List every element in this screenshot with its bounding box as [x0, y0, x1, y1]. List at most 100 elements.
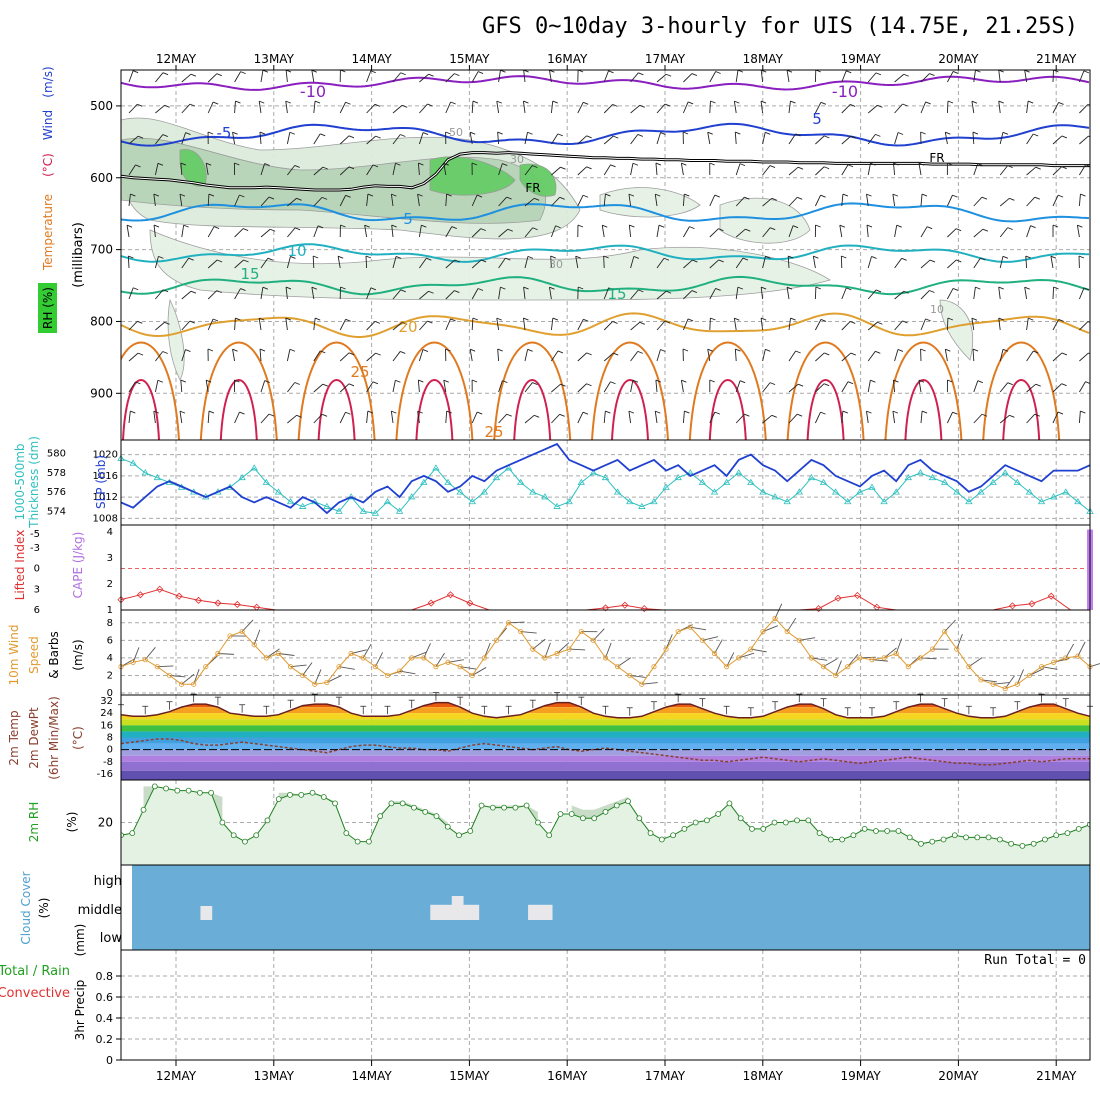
upper-wind-barb	[1000, 166, 1007, 175]
upper-wind-barb-flag	[638, 134, 643, 136]
upper-wind-barb	[842, 136, 851, 144]
upper-wind-barb-flag	[478, 72, 483, 74]
upper-wind-barb-flag	[922, 194, 927, 196]
upper-wind-barb-flag	[715, 195, 720, 197]
contour-25	[299, 343, 375, 441]
upper-wind-barb-flag	[391, 411, 396, 413]
upper-wind-barb	[446, 319, 451, 330]
upper-wind-barb-flag	[1008, 383, 1013, 385]
pressure-tick-label: 700	[90, 243, 113, 257]
dewpt2m-label: 2m DewPt	[27, 707, 41, 769]
upper-wind-barb	[472, 101, 473, 113]
upper-wind-barb-flag	[605, 411, 610, 413]
upper-wind-barb	[842, 382, 848, 392]
upper-wind-barb	[789, 197, 797, 206]
upper-wind-barb-flag	[816, 287, 821, 289]
upper-wind-barb	[446, 411, 447, 423]
upper-wind-barb-flag	[578, 225, 583, 227]
upper-wind-barb-flag	[154, 225, 159, 227]
temp-band	[121, 738, 1090, 744]
rh-point	[1076, 826, 1081, 831]
upper-wind-barb-flag	[655, 411, 660, 413]
rh-point	[637, 816, 642, 821]
rh-point	[152, 784, 157, 789]
upper-wind-barb-flag	[1028, 318, 1033, 320]
upper-wind-barb	[393, 105, 402, 113]
upper-wind-barb-flag	[684, 411, 689, 413]
upper-wind-barb-flag	[921, 132, 926, 134]
li-tick-label: -3	[30, 543, 40, 554]
date-label-bottom: 15MAY	[449, 1069, 490, 1083]
upper-wind-barb	[1027, 134, 1034, 144]
upper-wind-barb	[1053, 287, 1054, 299]
cape-tick-label: 4	[107, 527, 113, 538]
upper-wind-barb	[895, 104, 903, 113]
rh-point	[682, 826, 687, 831]
upper-wind-barb-flag	[613, 136, 618, 138]
cape-tick-label: 2	[107, 579, 113, 590]
cloud-cover-label: Cloud Cover	[19, 871, 33, 944]
upper-wind-barb-flag	[528, 256, 533, 258]
upper-wind-barb-flag	[929, 290, 934, 292]
upper-wind-barb-flag	[260, 132, 265, 134]
upper-wind-barb	[235, 101, 236, 113]
upper-wind-barb-flag	[851, 353, 856, 355]
upper-wind-barb-flag	[185, 350, 190, 352]
upper-wind-barb	[868, 105, 877, 113]
rh-point	[930, 839, 935, 844]
upper-wind-barb-flag	[1031, 226, 1036, 228]
date-label-bottom: 21MAY	[1036, 1069, 1077, 1083]
rh-point	[310, 790, 315, 795]
upper-wind-barb	[868, 163, 870, 175]
upper-wind-barb-flag	[400, 351, 405, 353]
upper-wind-barb-flag	[268, 258, 273, 260]
upper-wind-barb-flag	[163, 351, 168, 353]
upper-wind-barb-flag	[715, 412, 720, 414]
rh-point	[1031, 841, 1036, 846]
upper-wind-barb-flag	[688, 319, 693, 321]
upper-wind-barb-flag	[213, 102, 218, 104]
upper-wind-barb	[1027, 197, 1035, 206]
upper-wind-barb-flag	[376, 136, 381, 138]
thickness-line	[121, 458, 1090, 513]
upper-wind-barb	[683, 74, 692, 82]
upper-wind-barb-flag	[765, 132, 770, 134]
upper-wind-barb-flag	[973, 349, 978, 351]
upper-wind-barb	[578, 195, 583, 206]
upper-wind-barb	[127, 225, 129, 237]
upper-wind-barb	[129, 353, 138, 361]
upper-wind-barb	[472, 412, 477, 423]
upper-wind-barb-flag	[270, 229, 275, 231]
wind-tick-label: 4	[107, 653, 113, 664]
rh-point	[535, 820, 540, 825]
contour-label: 30	[510, 153, 524, 166]
upper-wind-barb	[498, 349, 499, 361]
upper-wind-barb-flag	[137, 321, 142, 323]
upper-wind-barb	[893, 194, 895, 206]
upper-wind-barb	[287, 132, 289, 144]
upper-wind-barb	[657, 225, 659, 237]
wind-label: Wind	[41, 110, 55, 140]
upper-wind-barb-flag	[1009, 415, 1014, 417]
upper-wind-barb	[974, 258, 981, 268]
upper-wind-barb-flag	[583, 412, 588, 414]
contour-30	[1003, 380, 1039, 440]
rh-point	[254, 833, 259, 838]
upper-wind-barb	[366, 256, 367, 268]
upper-wind-barb	[1079, 288, 1084, 299]
upper-wind-barb	[1026, 256, 1027, 268]
upper-wind-barb-flag	[1058, 195, 1063, 197]
pressure-tick-label: 900	[90, 386, 113, 400]
contour-label: 5	[812, 110, 822, 128]
date-label-top: 17MAY	[645, 52, 686, 66]
upper-wind-barb-flag	[922, 411, 927, 413]
upper-wind-barb	[604, 411, 605, 423]
upper-wind-barb-flag	[1062, 384, 1067, 386]
upper-wind-barb	[815, 136, 824, 144]
contour-label: 20	[398, 318, 417, 336]
upper-wind-barb	[286, 101, 288, 113]
thickness-axis-label: 1000-500mb	[13, 443, 27, 520]
date-label-top: 14MAY	[351, 52, 392, 66]
upper-wind-barb-flag	[322, 414, 327, 416]
run-total-label: Run Total = 0	[984, 953, 1086, 968]
